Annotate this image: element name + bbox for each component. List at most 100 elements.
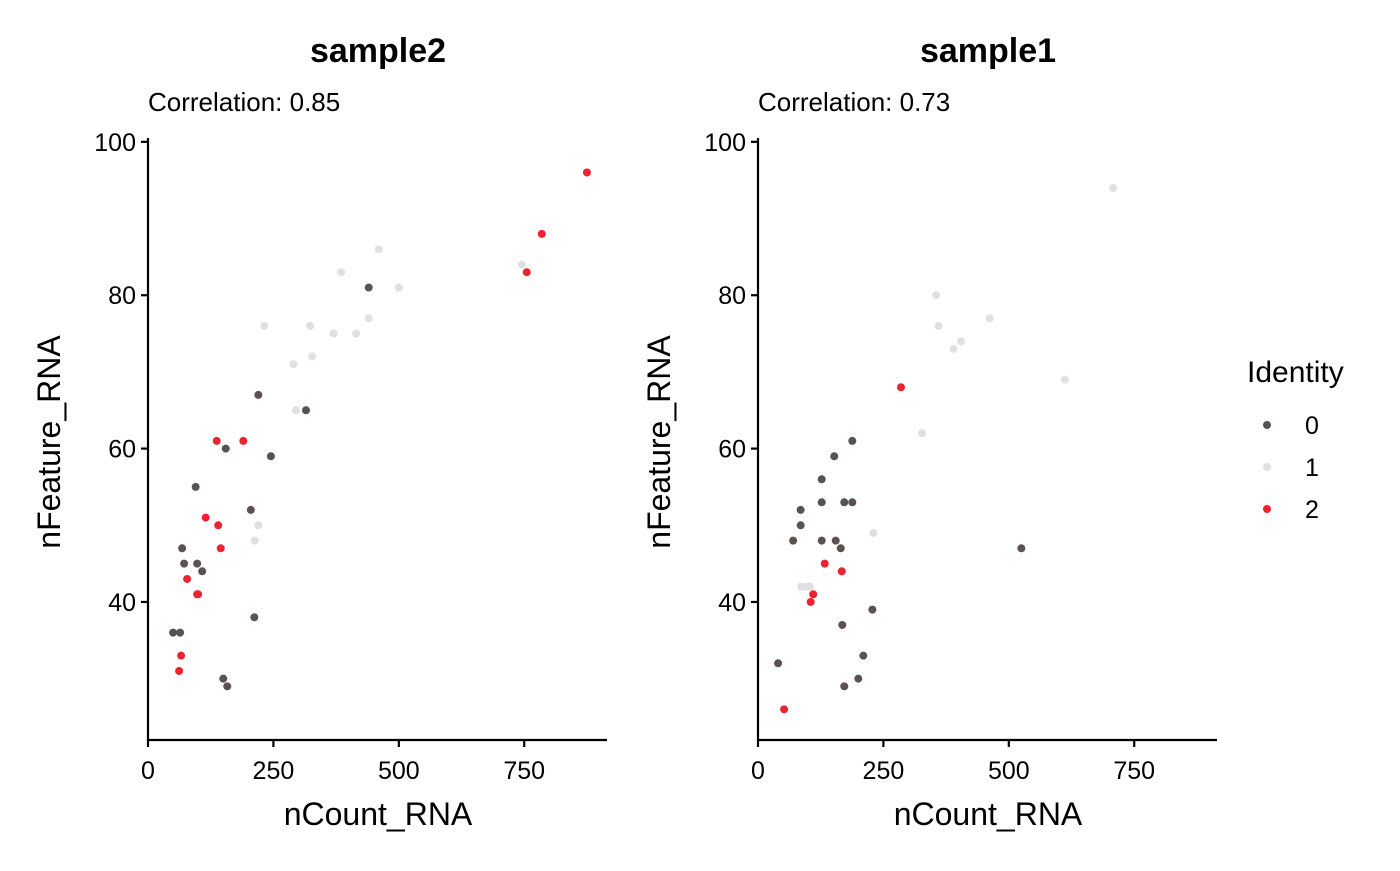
data-point-identity-0	[364, 283, 373, 292]
data-point-identity-1	[364, 314, 373, 323]
data-point-identity-1	[394, 283, 403, 292]
data-point-identity-0	[817, 498, 826, 507]
data-point-identity-0	[859, 651, 868, 660]
data-point-identity-0	[836, 544, 845, 553]
x-tick-label: 250	[253, 757, 295, 785]
data-point-identity-0	[1017, 544, 1026, 553]
data-point-identity-1	[352, 329, 361, 338]
data-point-identity-1	[1061, 375, 1070, 384]
data-point-identity-0	[789, 536, 798, 545]
data-point-identity-1	[934, 321, 943, 330]
legend-key-1	[1263, 463, 1271, 471]
data-point-identity-0	[180, 559, 189, 568]
data-point-identity-0	[178, 544, 187, 553]
plot-area: 0 250 500 750 40 60 80 100	[704, 129, 1217, 785]
x-axis-title: nCount_RNA	[284, 796, 473, 832]
data-point-identity-2	[780, 705, 789, 714]
y-tick-label: 80	[718, 282, 746, 310]
correlation-subtitle: Correlation: 0.73	[758, 87, 950, 117]
data-point-identity-0	[223, 682, 232, 691]
x-tick-label: 750	[503, 757, 545, 785]
data-point-identity-0	[838, 620, 847, 629]
panel-title: sample2	[310, 32, 446, 70]
data-point-identity-0	[848, 498, 857, 507]
y-tick-label: 80	[108, 282, 136, 310]
data-point-identity-1	[1109, 183, 1118, 192]
data-point-identity-0	[831, 536, 840, 545]
data-point-identity-2	[201, 513, 210, 522]
data-point-identity-2	[522, 268, 531, 277]
legend-item: 0	[1263, 412, 1319, 440]
data-point-identity-0	[254, 390, 263, 399]
data-point-identity-2	[820, 559, 829, 568]
panel-title: sample1	[920, 32, 1056, 70]
legend-key-2	[1263, 505, 1271, 513]
data-point-identity-0	[246, 505, 255, 514]
data-point-identity-0	[221, 444, 230, 453]
data-point-identity-1	[869, 528, 878, 537]
data-point-identity-2	[896, 383, 905, 392]
y-tick-label: 40	[108, 589, 136, 617]
y-tick-label: 100	[94, 129, 136, 157]
y-tick-label: 100	[704, 129, 746, 157]
data-point-identity-0	[854, 674, 863, 683]
data-point-identity-2	[212, 436, 221, 445]
legend-key-0	[1263, 421, 1271, 429]
data-point-identity-2	[537, 229, 546, 238]
data-point-identity-0	[796, 521, 805, 530]
legend-item: 1	[1263, 454, 1319, 482]
y-tick-label: 40	[718, 589, 746, 617]
data-point-identity-1	[329, 329, 338, 338]
correlation-subtitle: Correlation: 0.85	[148, 87, 340, 117]
data-point-identity-1	[308, 352, 317, 361]
x-tick-label: 250	[863, 757, 905, 785]
data-point-identity-1	[250, 536, 259, 545]
data-point-identity-2	[809, 590, 818, 599]
y-tick-label: 60	[718, 436, 746, 464]
data-point-identity-0	[817, 475, 826, 484]
data-point-identity-1	[374, 245, 383, 254]
data-point-identity-0	[266, 452, 275, 461]
data-point-identity-1	[260, 321, 269, 330]
data-point-identity-0	[302, 406, 311, 415]
data-point-identity-1	[291, 406, 300, 415]
data-point-identity-1	[289, 360, 298, 369]
x-axis-title: nCount_RNA	[894, 796, 1083, 832]
data-point-identity-2	[175, 666, 184, 675]
data-point-identity-1	[805, 582, 814, 591]
x-tick-label: 500	[988, 757, 1030, 785]
y-tick-label: 60	[108, 436, 136, 464]
y-axis-title: nFeature_RNA	[641, 335, 677, 549]
data-point-identity-0	[774, 659, 783, 668]
panel-sample2: sample2 Correlation: 0.85 0 250 500 750 40 60…	[31, 32, 607, 832]
data-point-identity-0	[796, 505, 805, 514]
data-point-identity-1	[918, 429, 927, 438]
data-point-identity-1	[985, 314, 994, 323]
data-point-identity-1	[932, 291, 941, 300]
data-point-identity-2	[837, 567, 846, 576]
data-point-identity-2	[239, 436, 248, 445]
x-tick-label: 750	[1113, 757, 1155, 785]
legend: Identity 0 1 2	[1247, 356, 1344, 524]
data-point-identity-2	[806, 597, 815, 606]
plot-area: 0 250 500 750 40 60 80 100	[94, 129, 607, 785]
x-tick-label: 500	[378, 757, 420, 785]
data-point-identity-1	[337, 268, 346, 277]
data-point-identity-0	[219, 674, 228, 683]
x-tick-label: 0	[751, 757, 765, 785]
panel-sample1: sample1 Correlation: 0.73 0 250 500 750 40 60…	[641, 32, 1217, 832]
data-point-identity-1	[254, 521, 263, 530]
legend-title: Identity	[1247, 356, 1344, 389]
data-point-identity-0	[193, 559, 202, 568]
data-point-identity-1	[306, 321, 315, 330]
data-point-identity-1	[957, 337, 966, 346]
data-point-identity-0	[198, 567, 207, 576]
legend-label: 0	[1305, 412, 1319, 440]
data-point-identity-0	[817, 536, 826, 545]
data-point-identity-0	[250, 613, 259, 622]
data-point-identity-0	[830, 452, 839, 461]
data-point-identity-2	[214, 521, 223, 530]
legend-item: 2	[1263, 496, 1319, 524]
